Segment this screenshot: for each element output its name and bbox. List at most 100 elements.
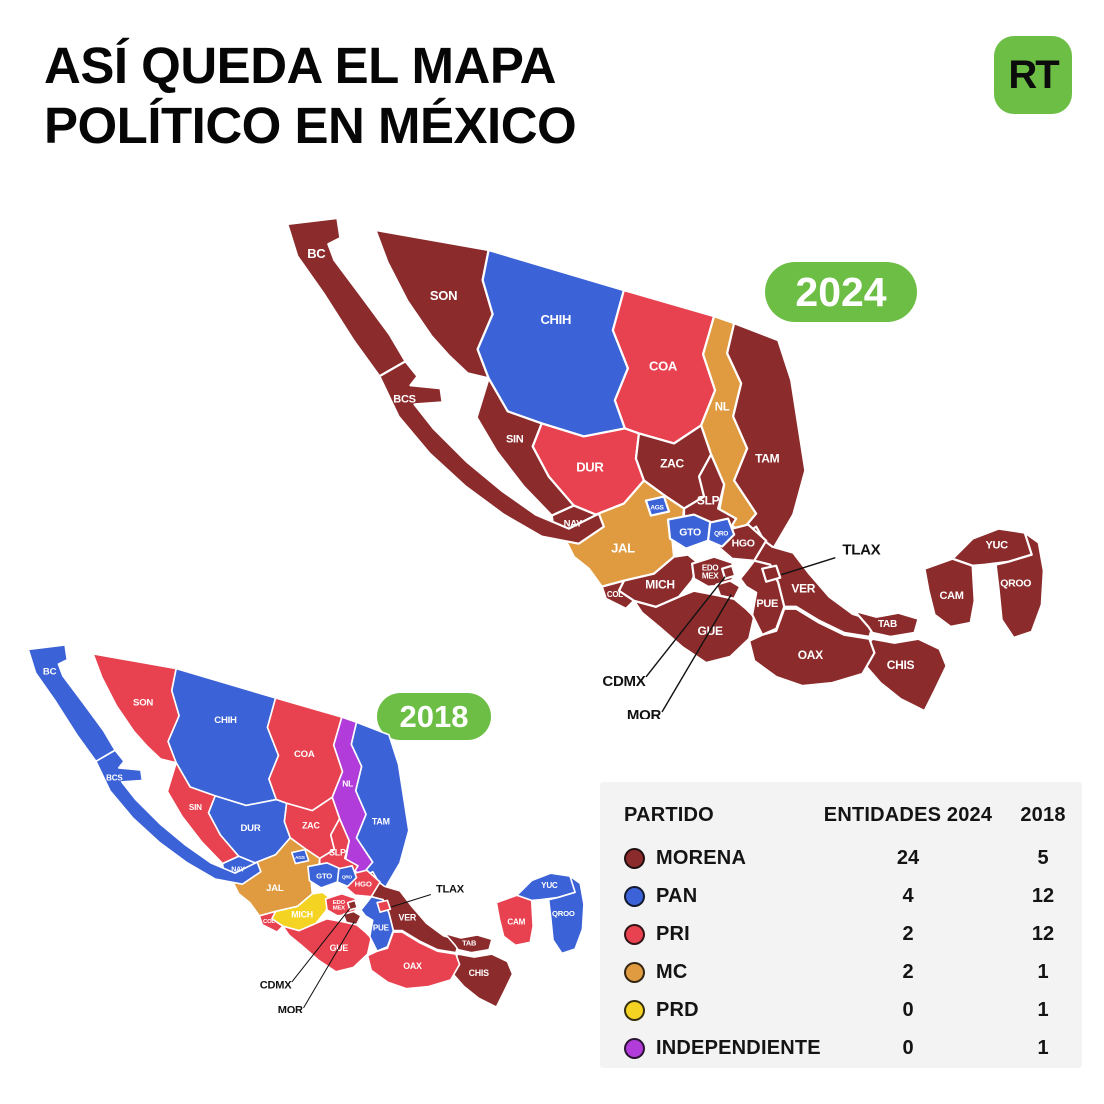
callout-line-MOR-2018 <box>303 921 355 1009</box>
state-label-CAM-2024: CAM <box>939 590 963 602</box>
state-MOR-2018 <box>342 910 362 926</box>
party-cell: PAN <box>624 885 810 908</box>
party-cell: INDEPENDIENTE <box>624 1037 821 1060</box>
state-TLAX-2018 <box>376 899 392 913</box>
state-label-CHIH-2018: CHIH <box>214 715 237 726</box>
state-BC-2018 <box>27 645 116 763</box>
callout-label-TLAX-2018: TLAX <box>436 883 465 895</box>
state-label-HGO-2018: HGO <box>355 879 372 888</box>
mexico-map-2018: SON CHIH COA NL TAM SIN DUR ZAC SLP NAY JAL VER TAB C… <box>27 645 585 1013</box>
state-label-ZAC-2024: ZAC <box>660 456 684 470</box>
entities-2024-value: 4 <box>902 884 914 907</box>
state-label-MICH-2024: MICH <box>645 578 675 592</box>
entities-2024-value: 2 <box>902 960 914 983</box>
state-BC-2024 <box>286 218 407 378</box>
state-label-TAM-2018: TAM <box>372 817 390 827</box>
rt-logo-text: RT <box>1008 52 1059 97</box>
state-TAB-2024 <box>853 609 920 638</box>
entities-2018-value: 12 <box>1031 884 1055 907</box>
callout-label-CDMX-2024: CDMX <box>602 673 645 690</box>
callout-label-TLAX-2024: TLAX <box>842 542 880 559</box>
state-label-EDOMEX-2018: EDO MEX <box>333 900 346 912</box>
title-line-2: POLÍTICO EN MÉXICO <box>44 96 577 154</box>
table-row: MC 2 1 <box>624 953 1082 991</box>
party-table: PARTIDO ENTIDADES 2024 2018 MORENA 24 5 … <box>600 782 1082 1068</box>
state-label-PUE-2018: PUE <box>373 924 390 933</box>
table-row: PRI 2 12 <box>624 915 1082 953</box>
state-label-OAX-2024: OAX <box>798 648 823 662</box>
rt-logo: RT <box>994 36 1072 114</box>
entities-2018-value: 5 <box>1037 846 1049 869</box>
state-label-PUE-2024: PUE <box>756 598 778 610</box>
state-label-AGS-2018: AGS <box>295 855 305 861</box>
party-name: PRD <box>656 998 699 1021</box>
state-label-AGS-2024: AGS <box>650 505 664 512</box>
badge-2024-label: 2024 <box>795 268 887 315</box>
state-OAX-2024 <box>748 607 876 688</box>
entities-2018-value: 1 <box>1037 998 1049 1021</box>
state-label-CHIH-2024: CHIH <box>540 312 571 327</box>
party-cell: PRD <box>624 999 810 1022</box>
state-label-QROO-2018: QROO <box>552 909 575 918</box>
table-row: MORENA 24 5 <box>624 839 1082 877</box>
state-label-DUR-2024: DUR <box>576 460 604 475</box>
badge-2018-label: 2018 <box>399 698 469 734</box>
header-2018: 2018 <box>1020 804 1066 826</box>
state-label-NL-2024: NL <box>715 401 730 413</box>
state-CDMX-2018 <box>346 899 359 911</box>
state-BCS-2024 <box>378 360 605 545</box>
state-BCS-2018 <box>95 749 262 886</box>
state-label-COL-2018: COL <box>263 919 275 925</box>
entities-2024-value: 24 <box>896 846 920 869</box>
state-label-CHIS-2024: CHIS <box>887 658 915 672</box>
header-entidades-2024: ENTIDADES 2024 <box>823 804 993 826</box>
party-name: MC <box>656 960 688 983</box>
party-cell: MORENA <box>624 847 810 870</box>
state-label-CAM-2018: CAM <box>507 918 525 927</box>
state-label-BCS-2018: BCS <box>106 773 123 782</box>
party-cell: PRI <box>624 923 810 946</box>
state-label-BC-2018: BC <box>43 666 57 677</box>
party-color-dot <box>624 961 645 983</box>
callout-label-MOR-2018: MOR <box>278 1005 303 1013</box>
party-color-dot <box>624 1037 645 1059</box>
state-label-ZAC-2018: ZAC <box>302 820 320 830</box>
mexico-map-2024: SON CHIH COA NL TAM SIN DUR ZAC SLP NAY JAL VER TAB C… <box>286 218 1045 719</box>
state-QROO-2018 <box>547 875 585 955</box>
state-label-TAB-2018: TAB <box>462 938 476 947</box>
entities-2024-value: 0 <box>902 1036 914 1059</box>
state-label-COA-2018: COA <box>294 749 315 760</box>
party-cell: MC <box>624 961 810 984</box>
state-label-SLP-2024: SLP <box>697 494 720 508</box>
entities-2024-value: 2 <box>902 922 914 945</box>
state-AGS-2018 <box>290 848 310 865</box>
state-label-SON-2024: SON <box>430 288 457 303</box>
state-label-COL-2024: COL <box>607 590 623 599</box>
state-label-GTO-2018: GTO <box>316 871 332 880</box>
state-label-MICH-2018: MICH <box>291 909 313 919</box>
party-name: MORENA <box>656 846 747 869</box>
callout-label-MOR-2024: MOR <box>627 707 662 719</box>
state-label-SON-2018: SON <box>133 697 153 708</box>
state-QRO-2018 <box>336 864 358 888</box>
page-title: ASÍ QUEDA EL MAPA POLÍTICO EN MÉXICO <box>44 36 804 155</box>
state-AGS-2024 <box>644 495 671 517</box>
state-QROO-2024 <box>994 531 1045 639</box>
state-label-YUC-2018: YUC <box>541 881 558 890</box>
callout-line-TLAX-2024 <box>781 557 836 576</box>
party-color-dot <box>624 923 645 945</box>
state-TAB-2018 <box>444 932 493 954</box>
state-label-NL-2018: NL <box>342 778 353 788</box>
badge-2024: 2024 <box>765 262 917 322</box>
table-row: PRD 0 1 <box>624 991 1082 1029</box>
state-TLAX-2024 <box>761 564 782 583</box>
state-label-DUR-2018: DUR <box>241 823 261 834</box>
title-line-1: ASÍ QUEDA EL MAPA <box>44 37 556 94</box>
table-header-row: PARTIDO ENTIDADES 2024 2018 <box>624 804 1082 827</box>
state-label-HGO-2024: HGO <box>732 538 755 550</box>
state-label-CHIS-2018: CHIS <box>469 968 490 978</box>
state-label-QRO-2018: QRO <box>342 874 353 880</box>
state-CHIS-2024 <box>861 637 948 713</box>
state-label-TAB-2024: TAB <box>878 619 897 630</box>
party-name: PAN <box>656 884 698 907</box>
